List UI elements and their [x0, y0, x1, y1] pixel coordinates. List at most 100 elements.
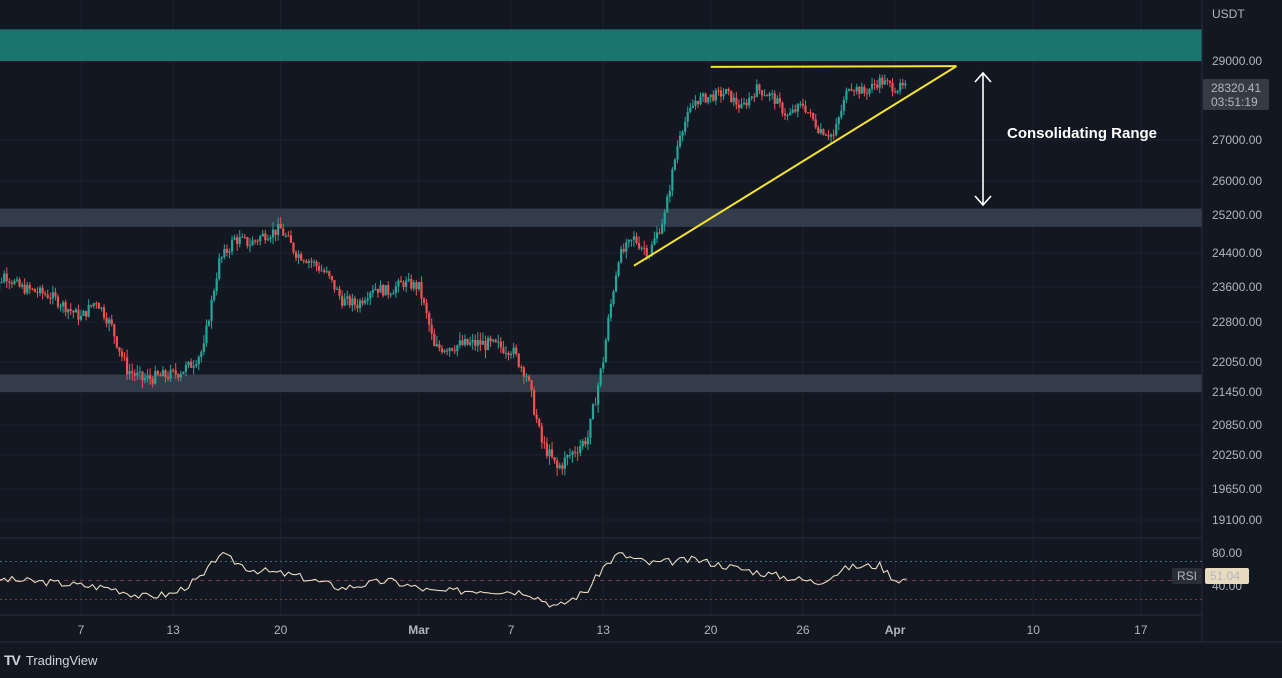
candle-body — [884, 80, 886, 84]
candle-body — [259, 236, 261, 241]
candle-body — [720, 90, 722, 96]
candle-body — [566, 455, 568, 458]
price-tick-label: 20850.00 — [1212, 418, 1262, 432]
candle-body — [149, 375, 151, 379]
candle-body — [822, 129, 824, 135]
candle-body — [513, 348, 515, 354]
candle-body — [154, 371, 156, 384]
candle-body — [889, 81, 891, 83]
time-tick-label: Mar — [408, 623, 430, 637]
candle-body — [443, 350, 445, 352]
candle-body — [277, 224, 279, 235]
candle-body — [180, 374, 182, 377]
candle-body — [203, 343, 205, 352]
candle-body — [351, 298, 353, 305]
candle-body — [67, 309, 69, 312]
tradingview-logo-icon: TV — [4, 652, 20, 668]
brand-name: TradingView — [26, 653, 98, 668]
candle-body — [359, 301, 361, 309]
candle-body — [682, 132, 684, 136]
candle-body — [308, 261, 310, 263]
candle-body — [582, 441, 584, 446]
candle-body — [310, 261, 312, 262]
candle-body — [538, 419, 540, 426]
candle-body — [298, 254, 300, 258]
candle-body — [167, 377, 169, 379]
candle-body — [62, 302, 64, 306]
candle-body — [643, 248, 645, 249]
candle-body — [904, 83, 906, 85]
tradingview-brand[interactable]: TV TradingView — [4, 650, 97, 670]
candle-body — [111, 319, 113, 324]
candle-body — [564, 458, 566, 469]
candle-body — [65, 302, 67, 312]
candle-body — [402, 282, 404, 287]
candle-body — [602, 362, 604, 368]
candle-body — [856, 87, 858, 91]
candle-body — [241, 237, 243, 238]
candle-body — [497, 342, 499, 343]
candle-body — [24, 285, 26, 294]
candle-body — [267, 239, 269, 240]
candle-body — [295, 252, 297, 258]
candle-body — [863, 87, 865, 93]
price-tick-label: 26000.00 — [1212, 174, 1262, 188]
candle-body — [274, 230, 276, 235]
candle-body — [157, 371, 159, 375]
candle-body — [589, 419, 591, 438]
candle-body — [797, 104, 799, 111]
candle-body — [738, 105, 740, 109]
candle-body — [710, 95, 712, 98]
candle-body — [861, 87, 863, 94]
candle-body — [44, 294, 46, 295]
candle-body — [615, 276, 617, 292]
candle-body — [658, 232, 660, 233]
candle-body — [218, 258, 220, 278]
candle-body — [272, 230, 274, 238]
candle-body — [472, 340, 474, 342]
candle-body — [843, 100, 845, 111]
candle-body — [574, 452, 576, 453]
price-tick-label: 23600.00 — [1212, 280, 1262, 294]
consolidating-range-label: Consolidating Range — [1007, 125, 1157, 142]
candle-body — [722, 94, 724, 96]
candle-body — [374, 289, 376, 290]
candle-body — [59, 306, 61, 307]
candle-body — [113, 324, 115, 336]
time-tick-label: 7 — [78, 623, 85, 637]
candle-body — [707, 97, 709, 102]
candle-body — [748, 98, 750, 105]
candle-body — [164, 370, 166, 377]
candle-body — [300, 254, 302, 260]
candle-body — [523, 367, 525, 376]
time-tick-label: 26 — [796, 623, 810, 637]
candle-body — [620, 249, 622, 263]
candle-body — [474, 340, 476, 346]
candle-body — [464, 339, 466, 345]
price-tick-label: 22050.00 — [1212, 355, 1262, 369]
candle-body — [561, 465, 563, 468]
currency-label: USDT — [1212, 7, 1245, 21]
candle-body — [838, 117, 840, 124]
candle-body — [886, 80, 888, 81]
price-tick-label: 29000.00 — [1212, 54, 1262, 68]
candle-body — [840, 111, 842, 118]
candle-body — [676, 146, 678, 159]
candle-body — [228, 251, 230, 252]
candle-body — [144, 378, 146, 380]
candle-body — [597, 385, 599, 405]
candle-body — [605, 340, 607, 362]
candle-body — [761, 90, 763, 95]
candle-body — [159, 375, 161, 377]
candle-body — [571, 452, 573, 455]
candle-body — [853, 91, 855, 92]
candle-body — [751, 97, 753, 98]
candle-body — [34, 289, 36, 292]
price-tick-label: 19650.00 — [1212, 482, 1262, 496]
candle-body — [193, 366, 195, 368]
candle-body — [740, 104, 742, 108]
candle-body — [490, 338, 492, 341]
candle-body — [100, 307, 102, 308]
candle-body — [799, 104, 801, 105]
